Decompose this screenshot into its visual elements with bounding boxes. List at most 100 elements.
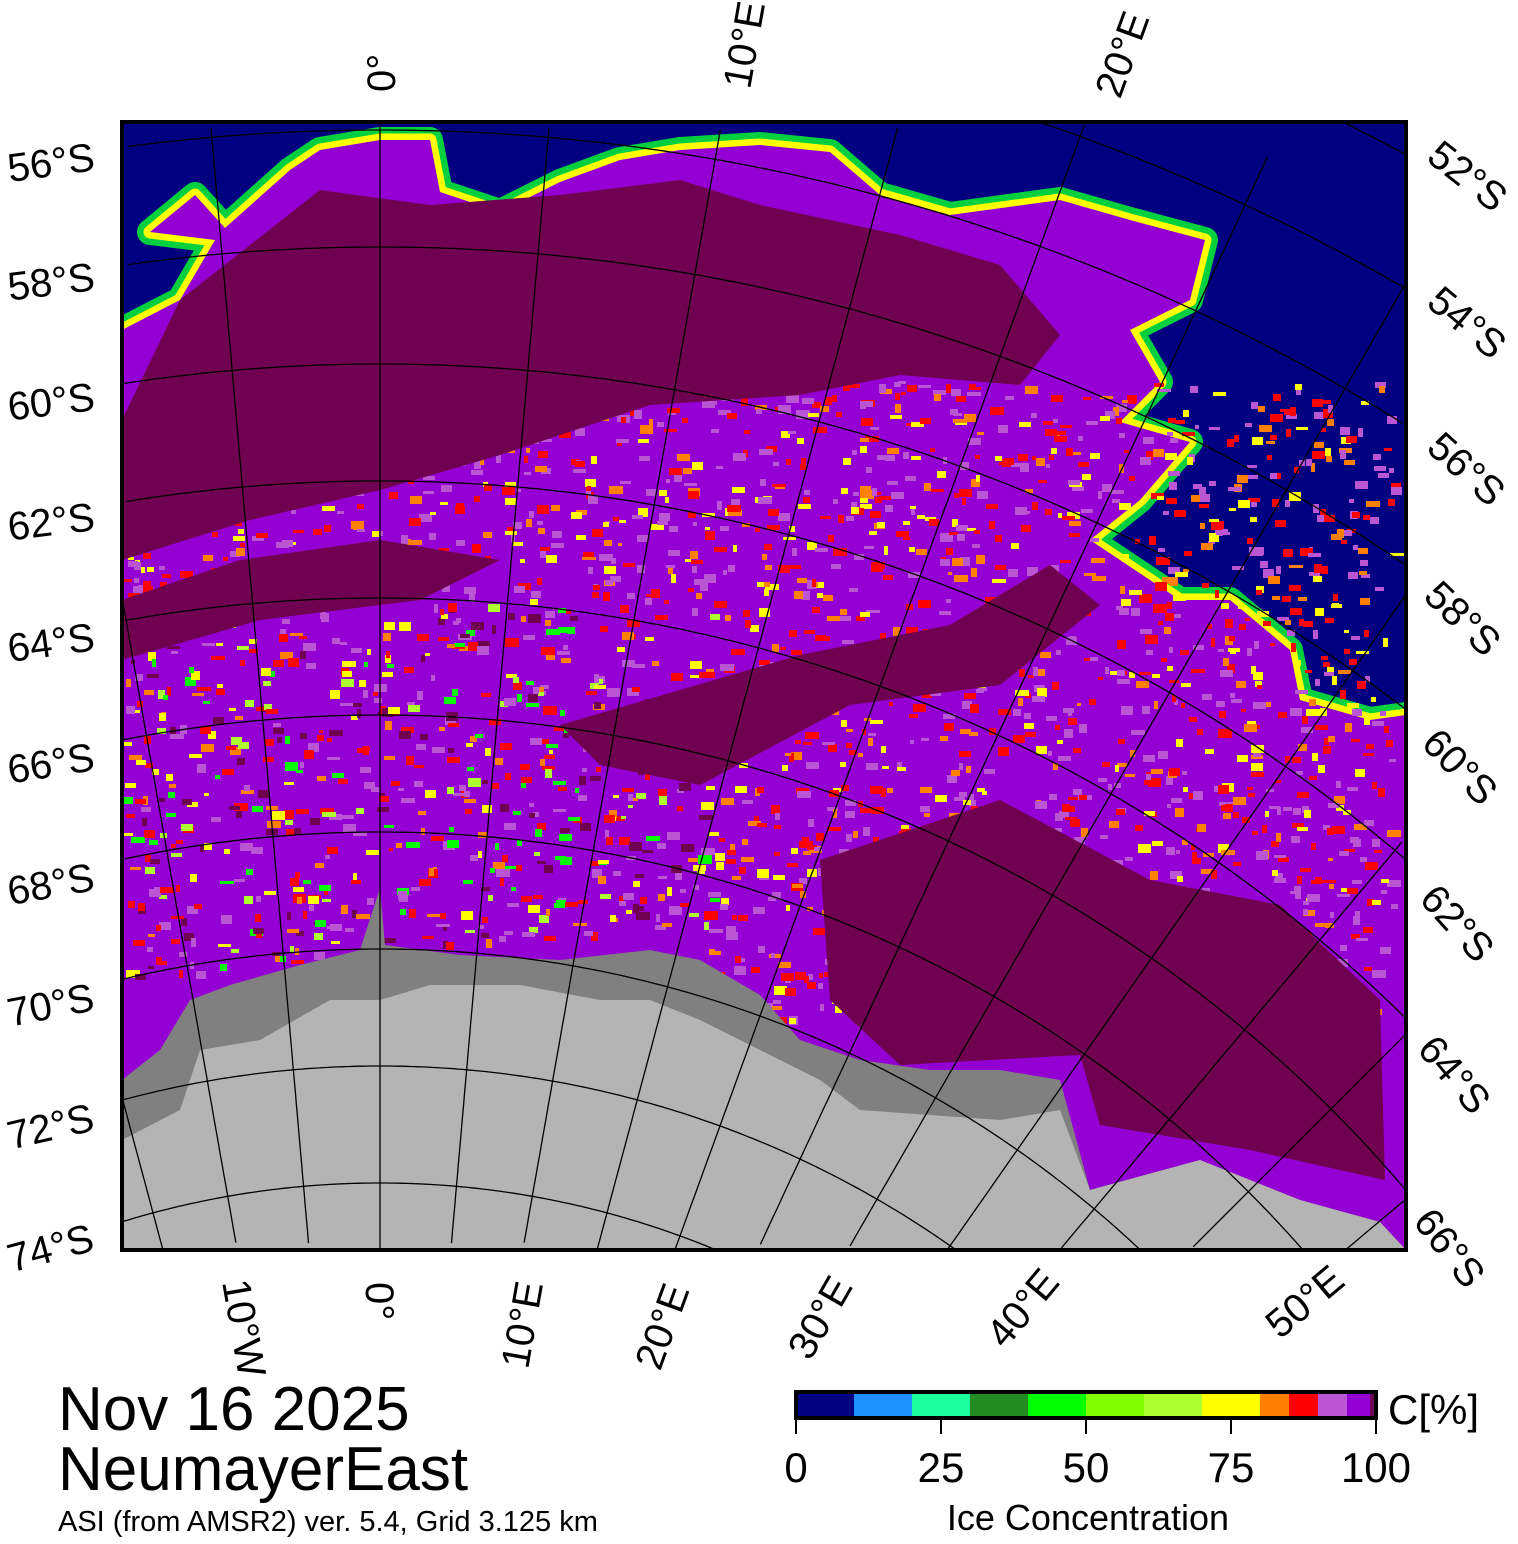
ice-speckle	[452, 689, 458, 696]
ice-speckle	[529, 803, 534, 807]
ice-speckle	[870, 786, 883, 794]
ice-speckle	[488, 895, 493, 901]
ice-speckle	[453, 793, 466, 796]
ice-speckle	[772, 484, 786, 487]
ice-speckle	[745, 620, 751, 628]
ice-speckle	[1247, 721, 1256, 725]
ice-speckle	[1024, 723, 1034, 729]
ice-speckle	[166, 774, 173, 781]
ice-speckle	[1352, 880, 1362, 884]
ice-speckle	[417, 691, 423, 700]
ice-speckle	[1275, 520, 1286, 527]
ice-speckle	[1223, 813, 1231, 819]
ice-speckle	[1260, 561, 1268, 568]
ice-speckle	[860, 446, 867, 453]
ice-speckle	[966, 766, 971, 773]
ice-speckle	[1045, 509, 1052, 515]
ice-speckle	[513, 811, 521, 815]
ice-speckle	[632, 664, 645, 668]
ice-speckle	[833, 499, 838, 504]
ice-speckle	[508, 613, 515, 620]
ice-speckle	[1322, 880, 1336, 883]
ice-speckle	[356, 808, 364, 814]
ice-speckle	[342, 671, 352, 677]
ice-speckle	[1242, 817, 1250, 823]
ice-speckle	[728, 565, 735, 572]
ice-speckle	[557, 651, 570, 655]
ice-speckle	[1251, 501, 1257, 507]
ice-speckle	[1263, 569, 1274, 578]
ice-speckle	[1072, 486, 1084, 491]
ice-speckle	[808, 413, 819, 417]
ice-speckle	[1355, 769, 1365, 777]
ice-speckle	[881, 788, 886, 797]
ice-speckle	[1290, 891, 1295, 894]
ice-speckle	[1116, 404, 1127, 412]
ice-speckle	[300, 733, 307, 739]
ice-speckle	[1043, 421, 1053, 425]
ice-speckle	[145, 763, 153, 768]
ice-speckle	[421, 655, 425, 662]
ice-speckle	[959, 489, 972, 497]
ice-speckle	[1347, 787, 1358, 791]
ice-speckle	[1089, 699, 1096, 705]
lat-label: 62°S	[5, 495, 97, 549]
ice-speckle	[934, 394, 941, 401]
ice-speckle	[1174, 510, 1186, 517]
ice-speckle	[1154, 383, 1164, 387]
ice-speckle	[1175, 572, 1188, 577]
ice-speckle	[429, 533, 436, 540]
ice-speckle	[659, 796, 667, 805]
ice-speckle	[1262, 825, 1267, 833]
ice-speckle	[717, 501, 722, 510]
ice-speckle	[1117, 763, 1127, 767]
ice-speckle	[327, 847, 338, 854]
ice-speckle	[1270, 473, 1277, 479]
ice-speckle	[264, 704, 272, 710]
ice-speckle	[1150, 871, 1158, 880]
ice-speckle	[427, 914, 440, 917]
ice-speckle	[1084, 658, 1091, 661]
ice-speckle	[449, 827, 454, 832]
ice-speckle	[814, 847, 822, 851]
ice-speckle	[1098, 677, 1103, 680]
ice-speckle	[951, 770, 960, 776]
ice-speckle	[445, 718, 456, 725]
ice-speckle	[696, 593, 702, 599]
ice-speckle	[500, 878, 504, 886]
ice-speckle	[170, 734, 184, 739]
ice-speckle	[446, 942, 454, 950]
colorbar-segment	[1260, 1392, 1290, 1418]
ice-speckle	[600, 626, 608, 632]
ice-speckle	[1389, 468, 1394, 473]
ice-speckle	[774, 986, 787, 995]
ice-speckle	[617, 442, 622, 446]
ice-speckle	[1293, 808, 1301, 815]
ice-speckle	[1346, 436, 1357, 443]
ice-speckle	[539, 915, 549, 923]
ice-speckle	[1298, 597, 1307, 601]
ice-speckle	[230, 747, 241, 755]
ice-speckle	[622, 660, 635, 667]
meridian-line	[450, 127, 550, 1244]
ice-speckle	[817, 593, 823, 598]
ice-speckle	[1193, 484, 1202, 489]
ice-speckle	[708, 892, 721, 897]
ice-speckle	[200, 845, 205, 852]
ice-speckle	[1036, 458, 1045, 466]
ice-speckle	[872, 488, 877, 496]
ice-speckle	[466, 743, 473, 747]
ice-speckle	[126, 706, 135, 714]
ice-speckle	[1232, 566, 1244, 570]
ice-speckle	[1180, 650, 1189, 655]
ice-speckle	[877, 522, 885, 528]
ice-speckle	[454, 643, 465, 647]
ice-speckle	[273, 723, 281, 727]
ice-speckle	[266, 806, 278, 810]
ice-speckle	[802, 878, 806, 884]
ice-speckle	[1036, 746, 1047, 754]
ice-speckle	[828, 744, 837, 752]
ice-speckle	[1247, 465, 1257, 468]
ice-speckle	[704, 922, 709, 930]
ice-speckle	[398, 891, 407, 900]
